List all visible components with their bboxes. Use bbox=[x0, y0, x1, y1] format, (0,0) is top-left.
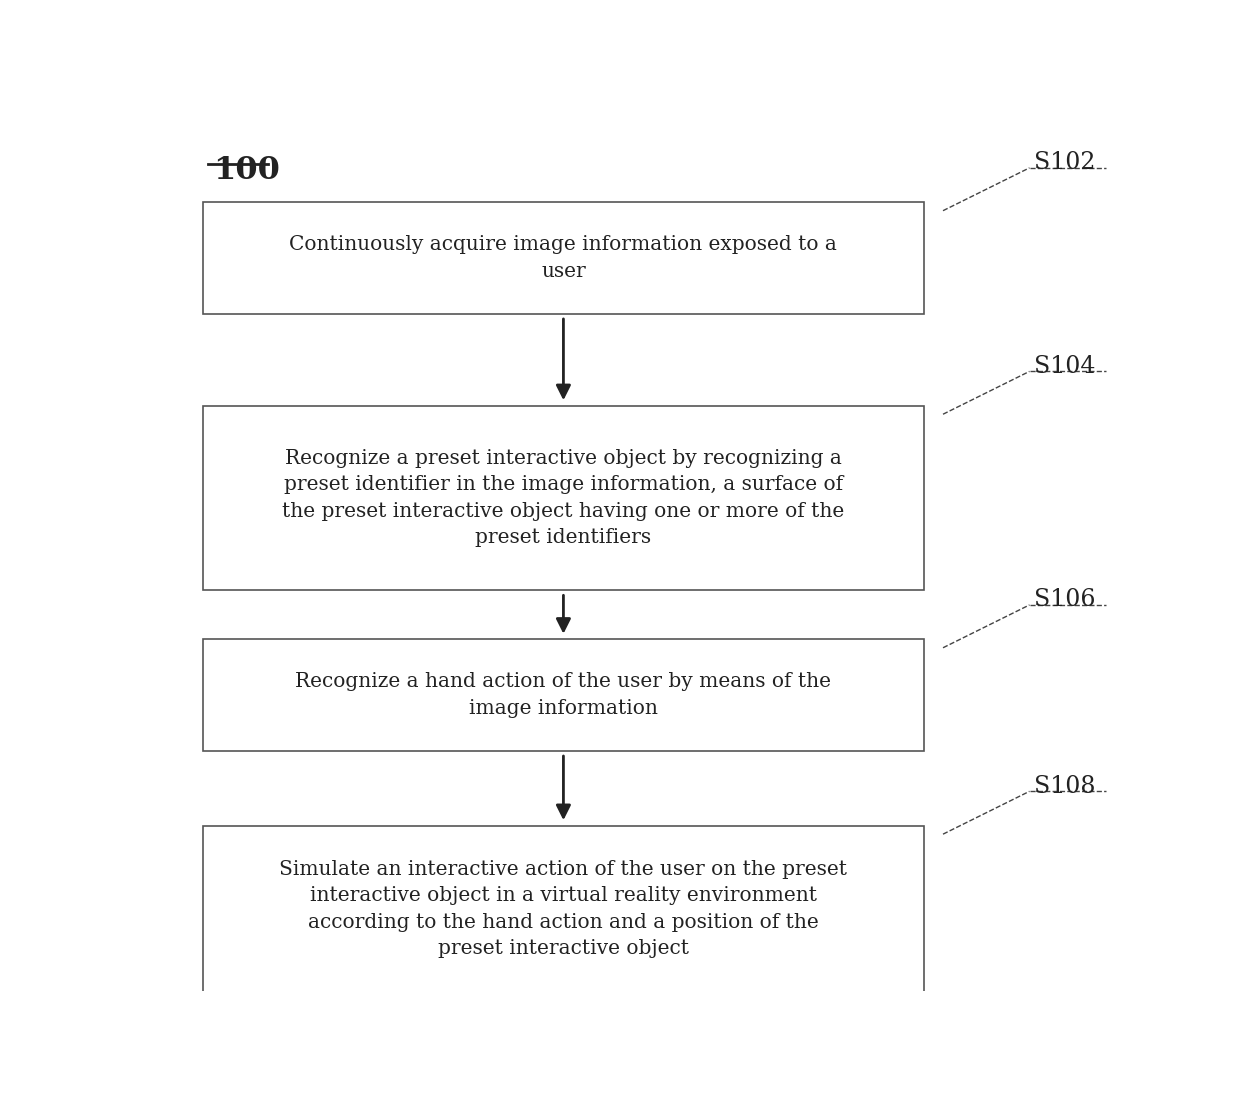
Text: Recognize a hand action of the user by means of the
image information: Recognize a hand action of the user by m… bbox=[295, 672, 832, 718]
Text: Continuously acquire image information exposed to a
user: Continuously acquire image information e… bbox=[289, 235, 837, 280]
Bar bbox=[203, 639, 924, 750]
Bar bbox=[203, 826, 924, 993]
Text: S108: S108 bbox=[1034, 775, 1096, 798]
Text: Recognize a preset interactive object by recognizing a
preset identifier in the : Recognize a preset interactive object by… bbox=[283, 449, 844, 546]
Text: 100: 100 bbox=[213, 155, 279, 186]
Text: Simulate an interactive action of the user on the preset
interactive object in a: Simulate an interactive action of the us… bbox=[279, 860, 847, 958]
Text: S106: S106 bbox=[1034, 589, 1096, 611]
Text: S102: S102 bbox=[1034, 151, 1096, 175]
Text: S104: S104 bbox=[1034, 355, 1096, 377]
Bar bbox=[203, 405, 924, 590]
Bar bbox=[203, 203, 924, 314]
